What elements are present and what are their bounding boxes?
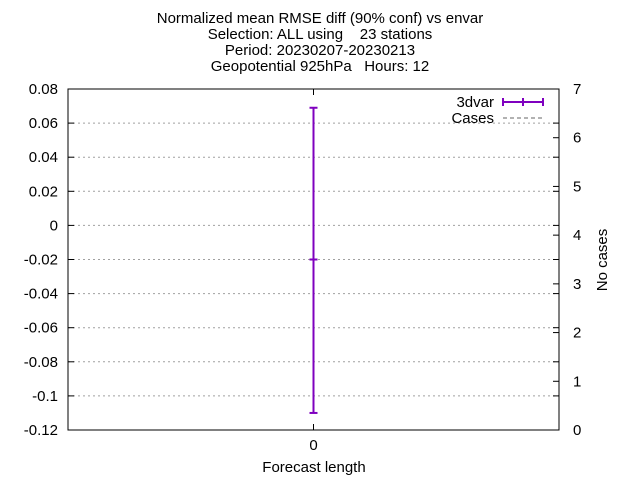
y2-tick-label: 4 <box>573 227 581 244</box>
x-tick-label: 0 <box>309 437 317 454</box>
y-tick-label: -0.02 <box>24 252 58 269</box>
y2-tick-label: 2 <box>573 325 581 342</box>
y-tick-label: 0.06 <box>29 115 58 132</box>
y2-tick-label: 3 <box>573 276 581 293</box>
y2-tick-label: 5 <box>573 178 581 195</box>
y-tick-label: 0 <box>50 217 58 234</box>
y-tick-label: 0.02 <box>29 183 58 200</box>
y-tick-label: -0.04 <box>24 286 58 303</box>
y-tick-label: -0.12 <box>24 422 58 439</box>
y-tick-label: -0.1 <box>32 388 58 405</box>
y2-tick-label: 0 <box>573 422 581 439</box>
x-axis-label: Forecast length <box>262 459 365 476</box>
y-tick-label: 0.08 <box>29 81 58 98</box>
y2-tick-label: 7 <box>573 81 581 98</box>
y-tick-label: 0.04 <box>29 149 58 166</box>
y2-tick-label: 6 <box>573 130 581 147</box>
y2-axis-label: No cases <box>594 229 611 292</box>
y2-tick-label: 1 <box>573 373 581 390</box>
legend-label: 3dvar <box>456 94 494 111</box>
series-layer <box>310 108 318 413</box>
legend-label: Cases <box>451 110 494 127</box>
y-tick-label: -0.06 <box>24 320 58 337</box>
y-tick-label: -0.08 <box>24 354 58 371</box>
